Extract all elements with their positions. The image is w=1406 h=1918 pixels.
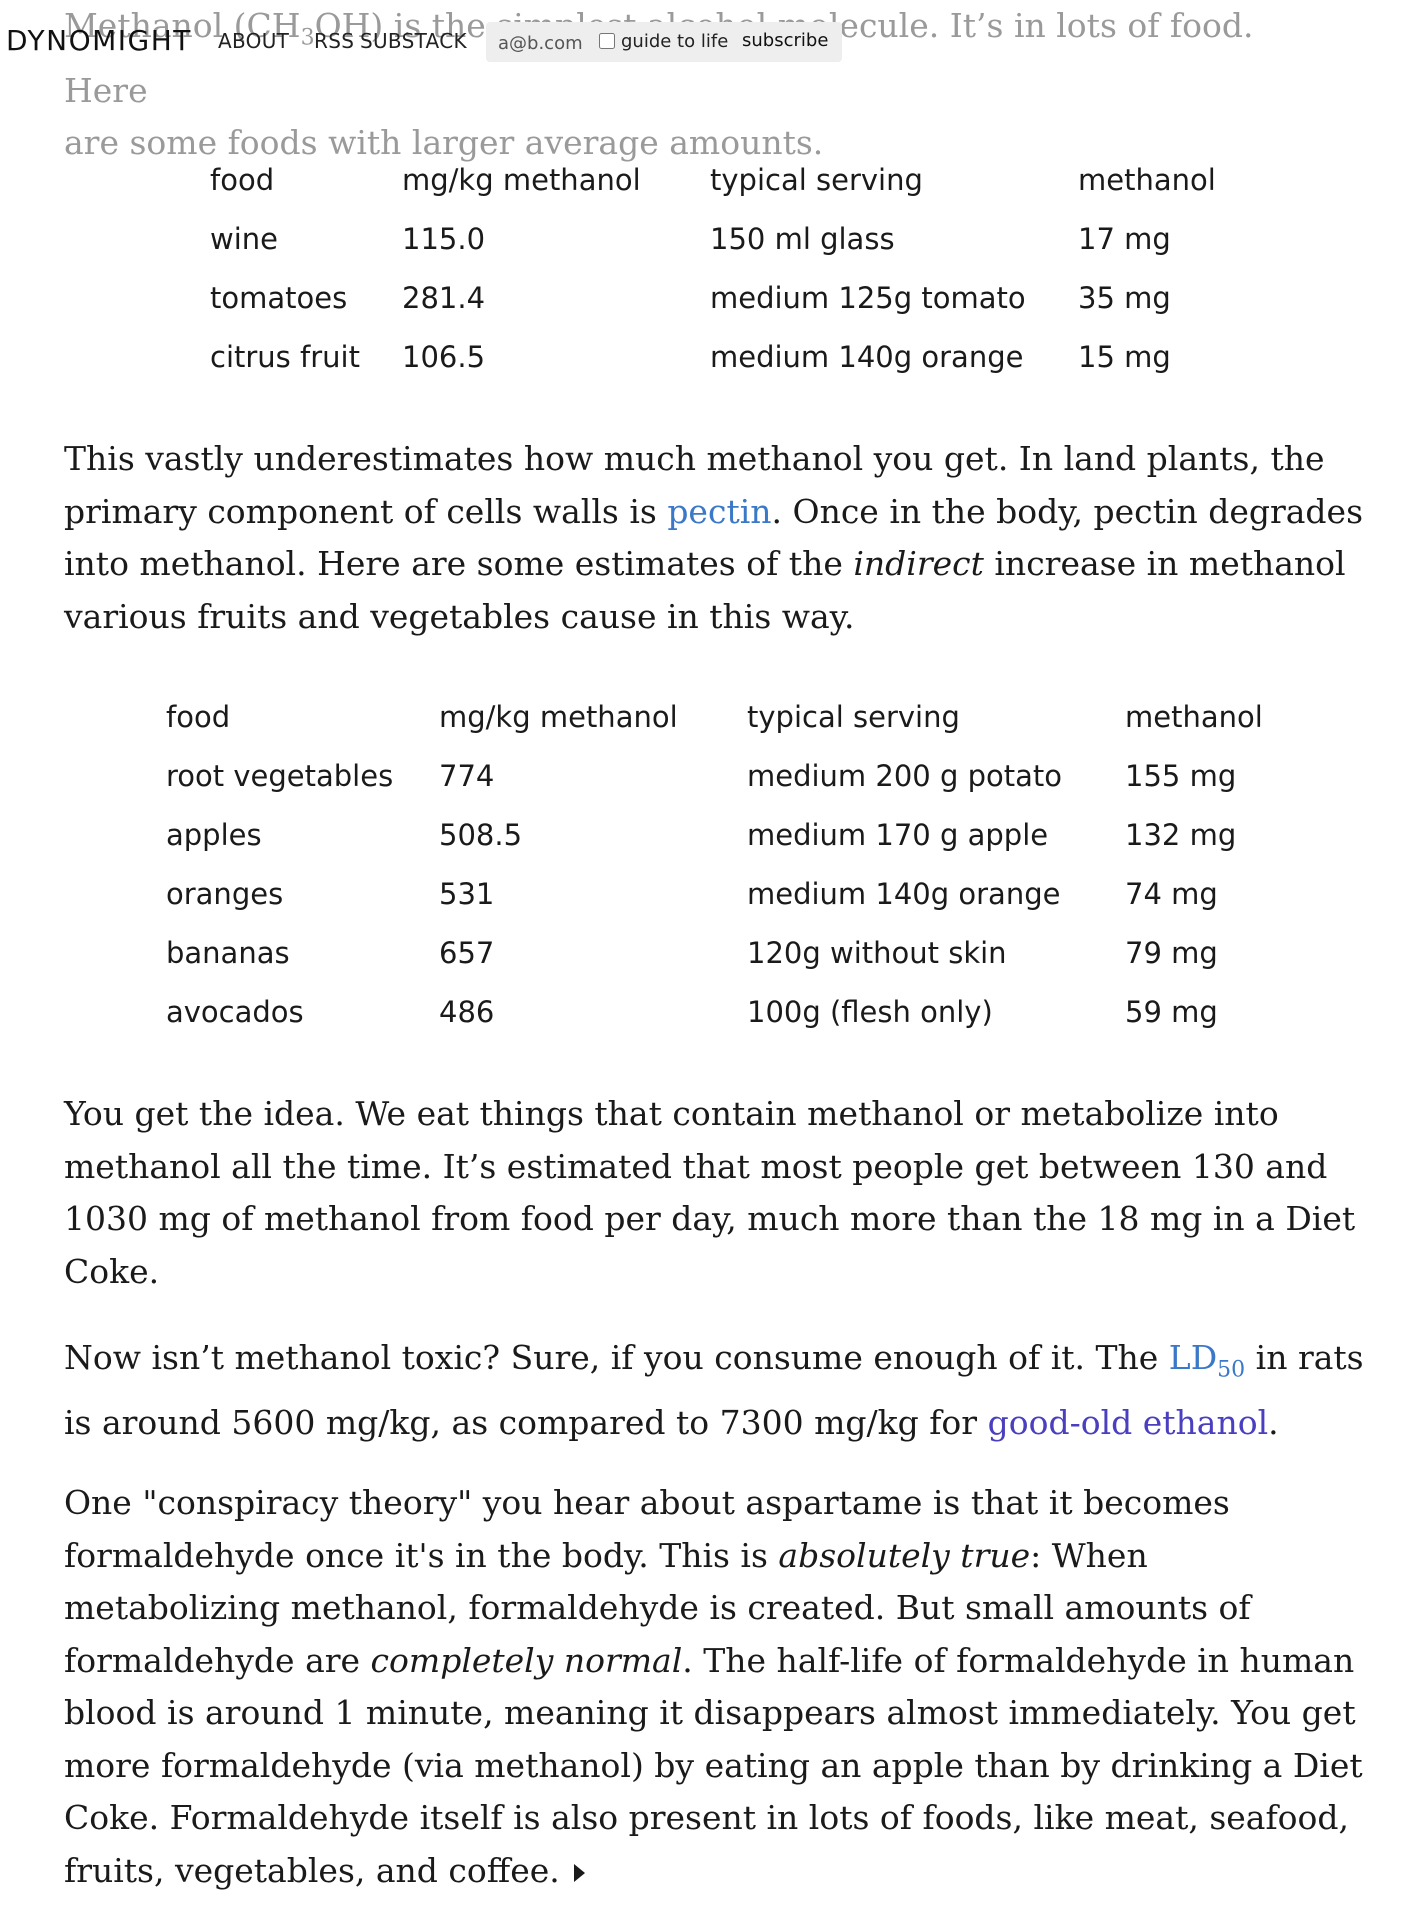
paragraph-text: in rats is around 5600 mg/kg, as compare… xyxy=(64,1338,1364,1443)
table-row: tomatoes 281.4 medium 125g tomato 35 mg xyxy=(210,268,1258,327)
table-cell: 657 xyxy=(439,935,495,970)
column-header: typical serving xyxy=(710,162,923,197)
table-cell: wine xyxy=(210,221,278,256)
table-cell: 115.0 xyxy=(402,221,486,256)
table-row: root vegetables 774 medium 200 g potato … xyxy=(166,746,1305,805)
table-cell: 120g without skin xyxy=(747,935,1007,970)
column-header: typical serving xyxy=(747,699,960,734)
column-header: food xyxy=(166,699,231,734)
column-header: mg/kg methanol xyxy=(402,162,641,197)
column-header: food xyxy=(210,162,275,197)
column-header: mg/kg methanol xyxy=(439,699,678,734)
formaldehyde-paragraph: One "conspiracy theory" you hear about a… xyxy=(64,1477,1364,1897)
table-row: oranges 531 medium 140g orange 74 mg xyxy=(166,864,1305,923)
table-row: bananas 657 120g without skin 79 mg xyxy=(166,923,1305,982)
paragraph-text: This vastly underestimates how much meth… xyxy=(64,439,1325,531)
paragraph-text: increase in methanol various fruits and … xyxy=(64,544,1346,636)
table-cell: medium 140g orange xyxy=(710,339,1024,374)
checkbox-label: guide to life xyxy=(621,31,729,52)
table-cell: 74 mg xyxy=(1125,876,1218,911)
table-cell: oranges xyxy=(166,876,284,911)
nav-about-link[interactable]: ABOUT xyxy=(218,29,290,53)
ld-subscript: 50 xyxy=(1217,1357,1246,1383)
top-header: DYNOMIGHT ABOUT RSS SUBSTACK guide to li… xyxy=(0,0,1406,80)
table-row: wine 115.0 150 ml glass 17 mg xyxy=(210,209,1258,268)
table-cell: apples xyxy=(166,817,262,852)
nav-substack-link[interactable]: SUBSTACK xyxy=(360,29,467,53)
table-cell: 150 ml glass xyxy=(710,221,895,256)
paragraph-text: Now isn’t methanol toxic? Sure, if you c… xyxy=(64,1338,1169,1377)
paragraph-text: : When metabolizing methanol, formaldehy… xyxy=(64,1535,1251,1680)
table-cell: bananas xyxy=(166,935,290,970)
table-cell: 106.5 xyxy=(402,339,486,374)
intro-text: are some foods with larger average amoun… xyxy=(64,122,824,162)
table-cell: 774 xyxy=(439,758,495,793)
table-cell: 155 mg xyxy=(1125,758,1237,793)
table-row: citrus fruit 106.5 medium 140g orange 15… xyxy=(210,327,1258,386)
direct-methanol-table: food mg/kg methanol typical serving meth… xyxy=(210,150,1258,386)
paragraph-text: . The half-life of formaldehyde in human… xyxy=(64,1640,1363,1890)
ld-text: LD xyxy=(1168,1338,1218,1377)
paragraph-text: . Once in the body, pectin degrades into… xyxy=(64,491,1364,584)
toxicity-paragraph: Now isn’t methanol toxic? Sure, if you c… xyxy=(64,1332,1364,1450)
guide-to-life-checkbox[interactable] xyxy=(599,33,615,49)
expand-triangle-icon[interactable] xyxy=(573,1863,585,1882)
table-cell: avocados xyxy=(166,994,304,1029)
idea-paragraph: You get the idea. We eat things that con… xyxy=(64,1094,1356,1291)
table-cell: 486 xyxy=(439,994,495,1029)
ethanol-link[interactable]: good-old ethanol xyxy=(987,1403,1269,1443)
table-cell: 59 mg xyxy=(1125,994,1218,1029)
table-row: apples 508.5 medium 170 g apple 132 mg xyxy=(166,805,1305,864)
intro-subscript: 3 xyxy=(300,25,315,51)
table-cell: 508.5 xyxy=(439,817,523,852)
nav-rss-link[interactable]: RSS xyxy=(314,29,355,53)
emphasis-text: indirect xyxy=(853,544,984,583)
pectin-link[interactable]: pectin xyxy=(667,491,772,531)
table-header-row: food mg/kg methanol typical serving meth… xyxy=(210,150,1258,209)
table-cell: 79 mg xyxy=(1125,935,1218,970)
intro-text: Methanol (CH xyxy=(64,6,301,45)
table-cell: citrus fruit xyxy=(210,339,360,374)
table-cell: root vegetables xyxy=(166,758,394,793)
indirect-methanol-table: food mg/kg methanol typical serving meth… xyxy=(166,687,1305,1041)
emphasis-text: completely normal xyxy=(370,1640,683,1680)
emphasis-text: absolutely true xyxy=(778,1535,1031,1575)
paragraph-text: . xyxy=(1268,1403,1279,1443)
subscribe-button[interactable]: subscribe xyxy=(742,30,829,51)
table-cell: medium 200 g potato xyxy=(747,758,1063,793)
email-input[interactable] xyxy=(498,30,590,56)
column-header: methanol xyxy=(1078,162,1216,197)
table-cell: 281.4 xyxy=(402,280,486,315)
table-row: avocados 486 100g (flesh only) 59 mg xyxy=(166,982,1305,1041)
table-cell: tomatoes xyxy=(210,280,348,315)
pectin-paragraph: This vastly underestimates how much meth… xyxy=(64,433,1364,643)
ld50-link[interactable]: LD50 xyxy=(1168,1338,1245,1383)
table-cell: 35 mg xyxy=(1078,280,1171,315)
table-cell: 100g (flesh only) xyxy=(747,994,993,1029)
table-header-row: food mg/kg methanol typical serving meth… xyxy=(166,687,1305,746)
site-logo-link[interactable]: DYNOMIGHT xyxy=(6,24,192,57)
column-header: methanol xyxy=(1125,699,1263,734)
table-cell: 531 xyxy=(439,876,495,911)
table-cell: medium 125g tomato xyxy=(710,280,1026,315)
table-cell: medium 140g orange xyxy=(747,876,1061,911)
table-cell: medium 170 g apple xyxy=(747,817,1049,852)
table-cell: 132 mg xyxy=(1125,817,1237,852)
table-cell: 15 mg xyxy=(1078,339,1171,374)
table-cell: 17 mg xyxy=(1078,221,1171,256)
paragraph-text: One "conspiracy theory" you hear about a… xyxy=(64,1483,1230,1575)
